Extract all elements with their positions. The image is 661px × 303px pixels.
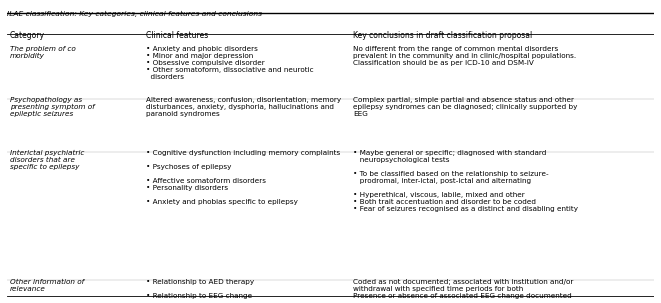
Text: Interictal psychiatric
disorders that are
specific to epilepsy: Interictal psychiatric disorders that ar… [10,150,84,170]
Text: Complex partial, simple partial and absence status and other
epilepsy syndromes : Complex partial, simple partial and abse… [353,97,578,117]
Text: Altered awareness, confusion, disorientation, memory
disturbances, anxiety, dysp: Altered awareness, confusion, disorienta… [146,97,341,117]
Text: Coded as not documented; associated with institution and/or
withdrawal with spec: Coded as not documented; associated with… [353,279,574,299]
Text: The problem of co
morbidity: The problem of co morbidity [10,46,75,59]
Text: Key conclusions in draft classification proposal: Key conclusions in draft classification … [353,31,532,40]
Text: Clinical features: Clinical features [146,31,208,40]
Text: • Relationship to AED therapy

• Relationship to EEG change: • Relationship to AED therapy • Relation… [146,279,254,299]
Text: ILAE classification: Key categories, clinical features and conclusions: ILAE classification: Key categories, cli… [7,11,262,17]
Text: • Cognitive dysfunction including memory complaints

• Psychoses of epilepsy

• : • Cognitive dysfunction including memory… [146,150,340,205]
Text: Category: Category [10,31,45,40]
Text: • Anxiety and phobic disorders
• Minor and major depression
• Obsessive compulsi: • Anxiety and phobic disorders • Minor a… [146,46,313,80]
Text: Other information of
relevance: Other information of relevance [10,279,84,292]
Text: No different from the range of common mental disorders
prevalent in the communit: No different from the range of common me… [353,46,576,66]
Text: • Maybe general or specific; diagnosed with standard
   neuropsychological tests: • Maybe general or specific; diagnosed w… [353,150,578,212]
Text: Psychopathology as
presenting symptom of
epileptic seizures: Psychopathology as presenting symptom of… [10,97,95,117]
